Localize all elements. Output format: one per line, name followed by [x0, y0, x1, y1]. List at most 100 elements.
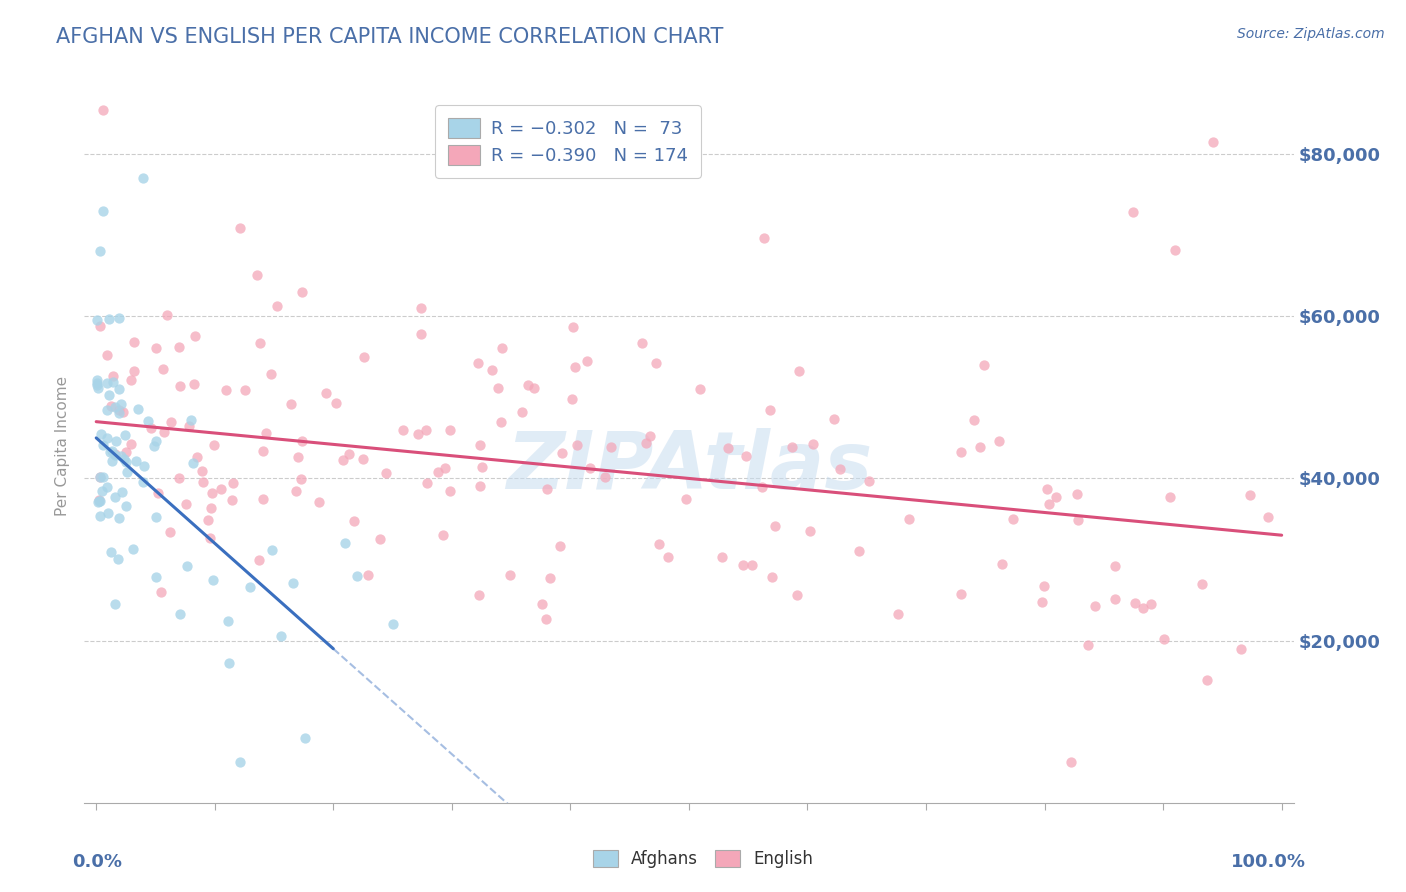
Point	[252, 492, 274, 507]
Point	[1191, 576, 1213, 591]
Point	[523, 381, 546, 395]
Point	[470, 107, 492, 121]
Point	[104, 597, 127, 611]
Point	[108, 511, 131, 525]
Point	[155, 308, 177, 322]
Point	[145, 570, 167, 584]
Point	[101, 368, 124, 383]
Point	[468, 588, 491, 602]
Point	[191, 475, 214, 489]
Text: 100.0%: 100.0%	[1230, 853, 1306, 871]
Point	[1104, 592, 1126, 607]
Point	[294, 731, 316, 745]
Point	[409, 301, 432, 316]
Point	[96, 348, 118, 362]
Point	[97, 311, 120, 326]
Point	[733, 558, 755, 573]
Point	[489, 415, 512, 429]
Point	[87, 381, 110, 395]
Point	[571, 128, 593, 142]
Point	[1239, 488, 1261, 502]
Point	[1045, 491, 1067, 505]
Point	[218, 656, 240, 670]
Point	[108, 310, 131, 325]
Point	[291, 434, 314, 448]
Point	[1122, 204, 1144, 219]
Point	[1066, 487, 1088, 501]
Point	[222, 476, 245, 491]
Point	[1067, 513, 1090, 527]
Point	[346, 568, 368, 582]
Point	[114, 428, 136, 442]
Point	[897, 511, 920, 525]
Point	[1031, 595, 1053, 609]
Point	[110, 450, 132, 464]
Point	[564, 360, 586, 375]
Point	[332, 453, 354, 467]
Point	[180, 413, 202, 427]
Point	[308, 495, 330, 509]
Point	[215, 383, 238, 397]
Point	[950, 445, 973, 459]
Point	[352, 451, 374, 466]
Point	[290, 472, 312, 486]
Point	[427, 465, 450, 479]
Point	[1060, 756, 1083, 770]
Point	[439, 423, 461, 437]
Point	[97, 506, 120, 520]
Point	[90, 427, 112, 442]
Point	[368, 532, 391, 546]
Point	[491, 341, 513, 355]
Point	[752, 230, 775, 244]
Point	[145, 434, 167, 449]
Point	[468, 479, 491, 493]
Text: ZIPAtlas: ZIPAtlas	[506, 428, 872, 507]
Point	[96, 376, 118, 390]
Point	[252, 444, 274, 458]
Point	[579, 460, 602, 475]
Point	[1153, 632, 1175, 646]
Point	[741, 558, 763, 572]
Point	[786, 588, 808, 602]
Point	[98, 387, 121, 401]
Y-axis label: Per Capita Income: Per Capita Income	[55, 376, 70, 516]
Point	[517, 377, 540, 392]
Point	[645, 356, 668, 370]
Point	[245, 268, 267, 282]
Point	[104, 448, 127, 462]
Point	[120, 373, 142, 387]
Point	[167, 471, 190, 485]
Point	[337, 447, 360, 461]
Point	[146, 486, 169, 500]
Point	[969, 441, 991, 455]
Point	[124, 334, 146, 349]
Point	[758, 403, 780, 417]
Point	[86, 378, 108, 392]
Point	[115, 466, 138, 480]
Legend: Afghans, English: Afghans, English	[586, 843, 820, 875]
Point	[239, 581, 262, 595]
Point	[1163, 244, 1185, 258]
Point	[510, 147, 533, 161]
Point	[1123, 596, 1146, 610]
Point	[1159, 490, 1181, 504]
Point	[1230, 642, 1253, 657]
Point	[103, 401, 125, 415]
Point	[357, 568, 380, 582]
Point	[392, 424, 415, 438]
Point	[548, 539, 571, 553]
Point	[152, 362, 174, 376]
Point	[963, 413, 986, 427]
Point	[689, 382, 711, 396]
Point	[201, 486, 224, 500]
Point	[96, 431, 118, 445]
Point	[100, 544, 122, 558]
Point	[761, 570, 783, 584]
Point	[229, 756, 252, 770]
Point	[110, 397, 132, 411]
Point	[281, 576, 304, 591]
Point	[132, 475, 155, 489]
Point	[1202, 135, 1225, 149]
Point	[434, 460, 457, 475]
Point	[416, 475, 439, 490]
